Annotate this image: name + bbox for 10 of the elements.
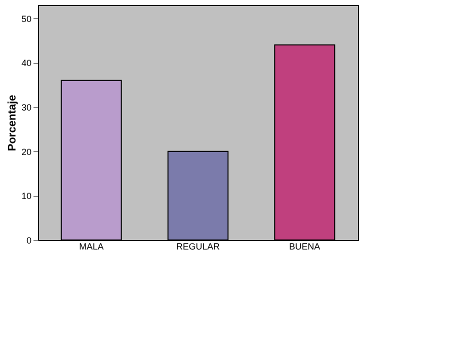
y-tick-label: 50 <box>21 14 32 24</box>
y-tick-label: 30 <box>21 102 32 112</box>
x-tick-label: BUENA <box>289 242 320 252</box>
y-tick-label: 0 <box>26 236 32 246</box>
y-tick-label: 20 <box>21 146 32 157</box>
x-tick-label: REGULAR <box>176 242 220 252</box>
y-axis-title: Porcentaje <box>6 94 18 152</box>
y-tick-label: 10 <box>21 191 32 202</box>
x-tick-label: MALA <box>79 242 104 252</box>
y-tick-label: 40 <box>21 58 32 68</box>
